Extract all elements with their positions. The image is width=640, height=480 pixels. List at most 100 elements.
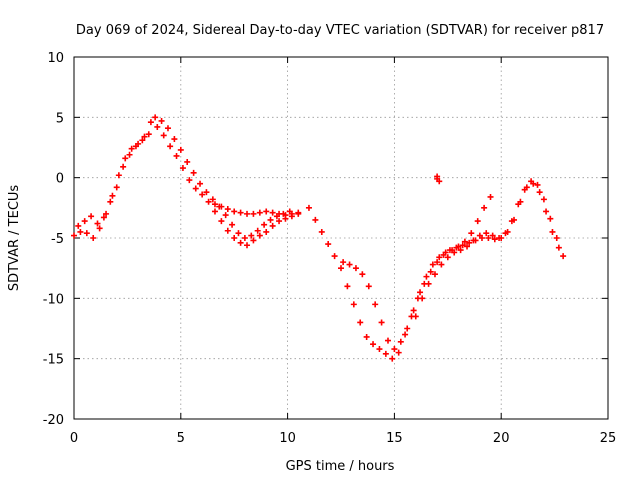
data-point [457, 247, 464, 254]
data-point [237, 239, 244, 246]
data-point [470, 237, 477, 244]
data-point [481, 204, 488, 211]
data-point [263, 208, 270, 215]
y-axis-label: SDTVAR / TECUs [7, 185, 22, 292]
data-point [442, 249, 449, 256]
data-point [419, 295, 426, 302]
data-point [241, 235, 248, 241]
data-point [237, 209, 244, 216]
data-point [536, 189, 543, 196]
data-point [425, 280, 432, 287]
y-tick-label: -20 [43, 413, 64, 428]
data-point [126, 151, 133, 158]
data-point [160, 132, 167, 139]
data-point [211, 208, 218, 215]
data-point [218, 218, 225, 225]
grid-lines [74, 57, 608, 419]
data-point [250, 210, 257, 217]
data-point [357, 319, 364, 326]
data-point [489, 232, 496, 239]
data-point [276, 218, 283, 225]
chart-title: Day 069 of 2024, Sidereal Day-to-day VTE… [76, 23, 604, 38]
series-track-e [340, 193, 494, 353]
data-point [391, 346, 398, 353]
data-point [75, 222, 82, 229]
data-point [466, 239, 473, 246]
data-point [256, 209, 263, 216]
data-point [152, 114, 159, 121]
data-point [423, 273, 430, 280]
data-point [461, 238, 468, 245]
data-point [139, 137, 146, 144]
data-point [540, 196, 547, 203]
data-point [164, 125, 171, 132]
x-tick-label: 10 [279, 431, 296, 446]
data-point [171, 136, 178, 143]
data-point [235, 230, 242, 237]
data-point [459, 242, 466, 249]
x-tick-label: 15 [386, 431, 403, 446]
data-point [186, 177, 193, 184]
data-point [496, 235, 503, 241]
data-point [211, 201, 218, 208]
data-point [444, 254, 451, 261]
series-track-c [211, 201, 302, 219]
data-point [250, 237, 257, 244]
data-point [103, 210, 110, 217]
data-point [244, 242, 251, 249]
data-point [141, 133, 148, 140]
data-point [468, 230, 475, 237]
data-point [122, 155, 129, 162]
data-point [402, 331, 409, 338]
data-point [376, 346, 383, 353]
data-point [487, 193, 494, 200]
data-point [543, 208, 550, 215]
data-point [305, 204, 312, 211]
data-point [282, 212, 289, 219]
data-point [508, 218, 515, 225]
data-point [147, 119, 154, 126]
data-point [455, 243, 462, 250]
y-tick-label: -15 [43, 353, 64, 368]
data-point [502, 230, 509, 237]
x-tick-label: 25 [600, 431, 617, 446]
data-point [248, 232, 255, 239]
data-point [397, 338, 404, 345]
data-point [547, 215, 554, 222]
data-point [107, 198, 114, 205]
data-point [128, 145, 135, 152]
data-point [404, 325, 411, 332]
data-point [77, 228, 84, 235]
data-point [534, 181, 541, 188]
data-point [384, 337, 391, 344]
data-point [113, 184, 120, 191]
data-point [132, 143, 139, 150]
data-point [158, 117, 165, 124]
y-tick-label: 10 [47, 51, 64, 66]
data-point [417, 289, 424, 296]
data-point [331, 253, 338, 260]
data-point [312, 216, 319, 223]
data-point [363, 333, 370, 340]
data-point [94, 220, 101, 227]
data-point [115, 172, 122, 179]
y-tick-label: -5 [51, 232, 64, 247]
data-point [476, 232, 483, 239]
data-point [269, 222, 276, 229]
data-point [382, 350, 389, 357]
data-point [372, 301, 379, 308]
data-point [100, 214, 107, 221]
data-point [438, 261, 445, 268]
data-point [209, 196, 216, 203]
data-point [412, 313, 419, 320]
data-point [560, 253, 567, 260]
data-point [352, 265, 359, 272]
data-point [427, 268, 434, 275]
data-point [350, 301, 357, 308]
data-point [340, 259, 347, 266]
data-point [521, 186, 528, 193]
data-point [109, 192, 116, 199]
data-point [378, 319, 385, 326]
data-point [222, 212, 229, 219]
series-track-a [71, 119, 302, 249]
